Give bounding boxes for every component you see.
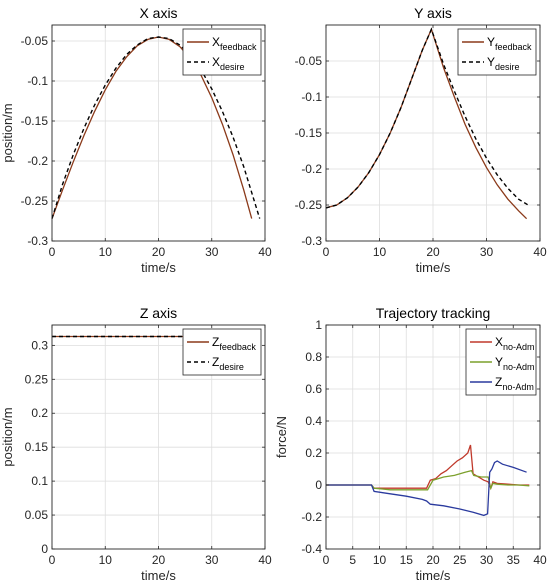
y-tick-label: 0.15: [25, 440, 49, 454]
y-tick-label: -0.25: [21, 194, 49, 208]
x-axis-label: time/s: [141, 260, 176, 275]
legend-box: [182, 328, 262, 376]
x-tick-label: 40: [533, 553, 547, 567]
series-line-x-no-adm: [326, 444, 530, 491]
chart-title: X axis: [139, 5, 177, 21]
x-tick-label: 5: [349, 553, 356, 567]
y-axis-label: position/m: [0, 103, 15, 162]
x-tick-label: 40: [258, 553, 272, 567]
x-tick-label: 30: [480, 553, 494, 567]
x-tick-label: 30: [205, 553, 219, 567]
x-tick-label: 10: [373, 245, 387, 259]
chart-title: Trajectory tracking: [376, 305, 491, 321]
chart-title: Y axis: [414, 5, 452, 21]
x-tick-label: 40: [533, 245, 547, 259]
series-line-y-desire: [325, 27, 530, 209]
x-tick-label: 25: [453, 553, 467, 567]
legend-label-subscript: no-Adm: [503, 362, 535, 372]
y-tick-label: -0.2: [301, 510, 322, 524]
y-tick-label: -0.25: [295, 198, 323, 212]
y-tick-label: 0.1: [31, 474, 48, 488]
series-line-z-no-adm: [326, 460, 527, 517]
legend-label-subscript: desire: [220, 62, 245, 72]
y-tick-label: -0.2: [301, 162, 322, 176]
legend-box: [182, 28, 262, 76]
legend-label-subscript: feedback: [495, 42, 532, 52]
legend-label-subscript: no-Adm: [503, 342, 535, 352]
x-tick-label: 30: [205, 245, 219, 259]
y-tick-label: -0.15: [21, 114, 49, 128]
x-tick-label: 10: [99, 245, 113, 259]
y-tick-label: 0.05: [25, 508, 49, 522]
y-tick-label: 0.4: [305, 414, 322, 428]
chart-3: 0 10 20 30 40 0 0.05 0.1 0.15 0.2 0.25 0.3 Z axis tim…: [0, 305, 272, 583]
chart-title: Z axis: [140, 305, 177, 321]
y-tick-label: -0.05: [21, 34, 49, 48]
x-axis-label: time/s: [416, 260, 451, 275]
y-tick-label: -0.3: [301, 234, 322, 248]
x-tick-label: 0: [49, 245, 56, 259]
y-tick-label: 0.3: [31, 338, 48, 352]
y-tick-label: 0.2: [305, 446, 322, 460]
x-tick-label: 20: [426, 245, 440, 259]
legend-label-subscript: desire: [219, 362, 244, 372]
chart-4: 0 5 10 15 20 25 30 35 40 -0.4 -0.2 0 0.2 0.4 0.6 0.8 1 Tr…: [274, 305, 547, 583]
y-tick-label: -0.3: [27, 234, 48, 248]
x-tick-label: 30: [480, 245, 494, 259]
x-tick-label: 0: [49, 553, 56, 567]
x-tick-label: 35: [507, 553, 521, 567]
y-tick-label: 0.6: [305, 382, 322, 396]
y-tick-label: -0.1: [301, 90, 322, 104]
series-line-x-desire: [51, 36, 261, 219]
x-axis-label: time/s: [416, 568, 451, 583]
legend-label-subscript: desire: [495, 62, 520, 72]
y-tick-label: -0.15: [295, 126, 323, 140]
y-tick-label: 0.25: [25, 372, 49, 386]
series-line-y-no-adm: [326, 469, 530, 491]
legend-label-subscript: feedback: [219, 342, 256, 352]
y-tick-label: -0.2: [27, 154, 48, 168]
x-tick-label: 20: [426, 553, 440, 567]
x-tick-label: 20: [152, 245, 166, 259]
y-tick-label: 1: [315, 318, 322, 332]
y-tick-label: -0.05: [295, 54, 323, 68]
x-tick-label: 0: [323, 245, 330, 259]
chart-2: 0 10 20 30 40 -0.3 -0.25 -0.2 -0.15 -0.1 -0.05 Y ax…: [295, 5, 547, 275]
y-tick-label: -0.4: [301, 542, 322, 556]
legend-label-subscript: feedback: [220, 42, 257, 52]
x-axis-label: time/s: [141, 568, 176, 583]
x-tick-label: 10: [373, 553, 387, 567]
legend-label-subscript: no-Adm: [502, 382, 534, 392]
x-tick-label: 0: [323, 553, 330, 567]
x-tick-label: 20: [152, 553, 166, 567]
y-tick-label: 0.2: [31, 406, 48, 420]
x-tick-label: 40: [258, 245, 272, 259]
y-tick-label: -0.1: [27, 74, 48, 88]
y-tick-label: 0: [315, 478, 322, 492]
legend-box: [457, 28, 537, 76]
y-axis-label: position/m: [0, 407, 15, 466]
x-tick-label: 10: [99, 553, 113, 567]
chart-1: 0 10 20 30 40 -0.3 -0.25 -0.2 -0.15 -0.1 -0.05 X ax…: [0, 5, 272, 275]
y-tick-label: 0: [41, 542, 48, 556]
x-tick-label: 15: [400, 553, 414, 567]
y-axis-label: force/N: [274, 416, 289, 458]
y-tick-label: 0.8: [305, 350, 322, 364]
